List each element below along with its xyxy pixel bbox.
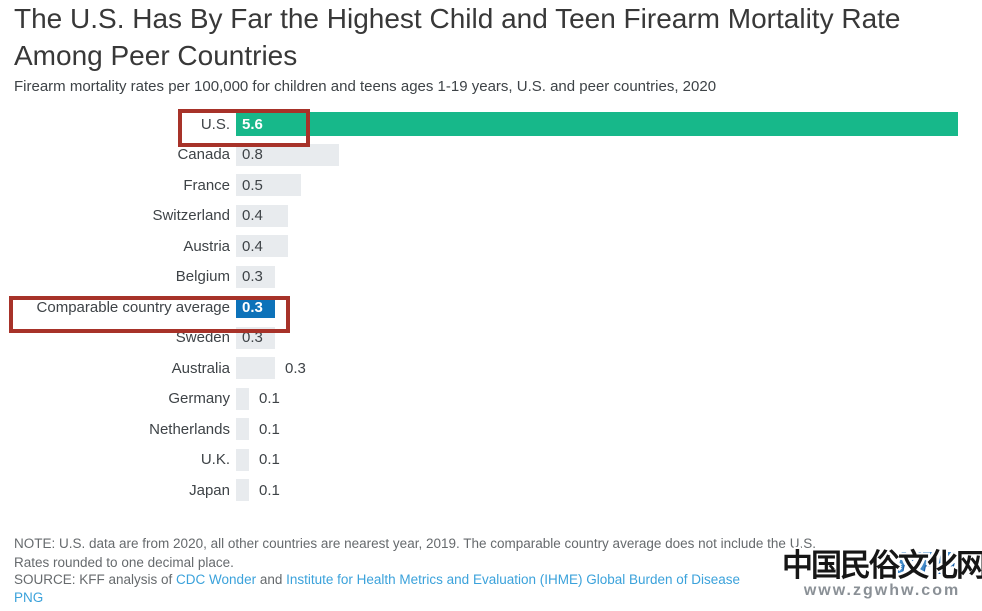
note-text: NOTE: U.S. data are from 2020, all other… bbox=[14, 536, 816, 570]
chart-title: The U.S. Has By Far the Highest Child an… bbox=[14, 3, 901, 71]
value-label: 0.5 bbox=[242, 176, 263, 194]
bar bbox=[236, 418, 249, 441]
chart-row: U.K. 0.1 bbox=[0, 445, 982, 476]
value-label: 0.3 bbox=[285, 359, 306, 377]
chart-row: Switzerland 0.4 bbox=[0, 201, 982, 232]
bar bbox=[236, 448, 249, 471]
png-download-link[interactable]: PNG bbox=[14, 590, 44, 605]
chart-subtitle: Firearm mortality rates per 100,000 for … bbox=[14, 78, 717, 95]
value-label: 0.4 bbox=[242, 237, 263, 255]
chart-row: Comparable country average 0.3 bbox=[0, 292, 982, 323]
value-label: 0.1 bbox=[259, 390, 280, 408]
value-label: 0.8 bbox=[242, 146, 263, 164]
watermark-url: www.zgwhw.com bbox=[803, 582, 961, 599]
category-label: U.S. bbox=[200, 115, 230, 133]
bar: 0.3 bbox=[236, 265, 275, 288]
bar: 0.5 bbox=[236, 174, 301, 197]
bar: 0.4 bbox=[236, 204, 288, 227]
category-label: Comparable country average bbox=[36, 298, 230, 316]
category-label: Australia bbox=[171, 359, 230, 377]
category-label: Netherlands bbox=[149, 420, 230, 438]
category-label: U.K. bbox=[200, 451, 230, 469]
chart-row: Germany 0.1 bbox=[0, 384, 982, 415]
chart-row: France 0.5 bbox=[0, 170, 982, 201]
chart-row: Belgium 0.3 bbox=[0, 262, 982, 293]
bar: 0.3 bbox=[236, 326, 275, 349]
chart-row: Netherlands 0.1 bbox=[0, 414, 982, 445]
ihme-gbd-link[interactable]: Institute for Health Metrics and Evaluat… bbox=[286, 572, 741, 587]
category-label: Switzerland bbox=[152, 207, 230, 225]
chart-row: U.S. 5.6 bbox=[0, 109, 982, 140]
bar bbox=[236, 387, 249, 410]
watermark: 中国民俗文化网 www.zgwhw.com bbox=[782, 540, 982, 600]
bar: 0.8 bbox=[236, 143, 339, 166]
category-label: Austria bbox=[183, 237, 230, 255]
value-label: 0.3 bbox=[242, 268, 263, 286]
category-label: Sweden bbox=[175, 329, 230, 347]
source-line: SOURCE: KFF analysis of CDC Wonder and I… bbox=[14, 572, 964, 587]
value-label: 0.1 bbox=[259, 451, 280, 469]
source-prefix: SOURCE: KFF analysis of bbox=[14, 572, 177, 587]
bar: 5.6 bbox=[236, 112, 958, 137]
cdc-wonder-link[interactable]: CDC Wonder bbox=[176, 572, 257, 587]
chart-row: Sweden 0.3 bbox=[0, 323, 982, 354]
bar: 0.4 bbox=[236, 235, 288, 258]
value-label: 0.3 bbox=[242, 329, 263, 347]
kff-logo: KFF bbox=[897, 545, 955, 580]
chart-row: Japan 0.1 bbox=[0, 475, 982, 506]
value-label: 5.6 bbox=[242, 115, 263, 133]
value-label: 0.3 bbox=[242, 298, 263, 316]
bar bbox=[236, 357, 275, 380]
category-label: France bbox=[183, 176, 230, 194]
category-label: Canada bbox=[177, 146, 230, 164]
value-label: 0.4 bbox=[242, 207, 263, 225]
category-label: Belgium bbox=[175, 268, 230, 286]
chart-row: Canada 0.8 bbox=[0, 140, 982, 171]
chart-row: Australia 0.3 bbox=[0, 353, 982, 384]
source-and: and bbox=[256, 572, 287, 587]
bar bbox=[236, 479, 249, 502]
bar: 0.3 bbox=[236, 296, 275, 319]
category-label: Germany bbox=[168, 390, 230, 408]
value-label: 0.1 bbox=[259, 481, 280, 499]
bar-chart: U.S. 5.6 Canada 0.8 France 0.5 Switzerland 0.4 A… bbox=[0, 109, 982, 506]
category-label: Japan bbox=[189, 481, 230, 499]
chart-row: Austria 0.4 bbox=[0, 231, 982, 262]
value-label: 0.1 bbox=[259, 420, 280, 438]
watermark-site-name: 中国民俗文化网 bbox=[782, 548, 982, 584]
